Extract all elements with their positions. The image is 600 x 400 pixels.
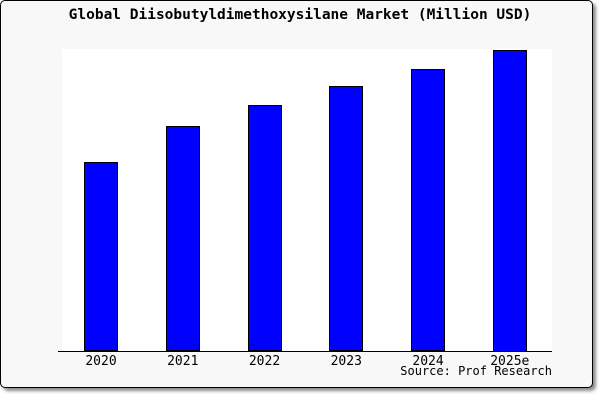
x-tick-label-2020: 2020: [85, 354, 117, 369]
source-credit: Source: Prof Research: [400, 364, 552, 378]
x-tick-label-2022: 2022: [248, 354, 281, 369]
x-tick-label-2023: 2023: [330, 354, 362, 369]
bar-2020: [84, 161, 118, 352]
plot-area: [62, 49, 552, 351]
bar-2023: [329, 85, 364, 352]
x-tick-label-2021: 2021: [167, 354, 199, 369]
bar-2025e: [492, 50, 527, 352]
x-tick-label-2025e: 2025e: [490, 354, 530, 369]
x-axis-line: [58, 350, 552, 352]
bar-2022: [247, 104, 282, 352]
chart-title: Global Diisobutyldimethoxysilane Market …: [68, 7, 532, 23]
bar-2024: [411, 68, 446, 352]
bar-2021: [165, 125, 200, 352]
x-tick-label-2024: 2024: [412, 354, 444, 369]
